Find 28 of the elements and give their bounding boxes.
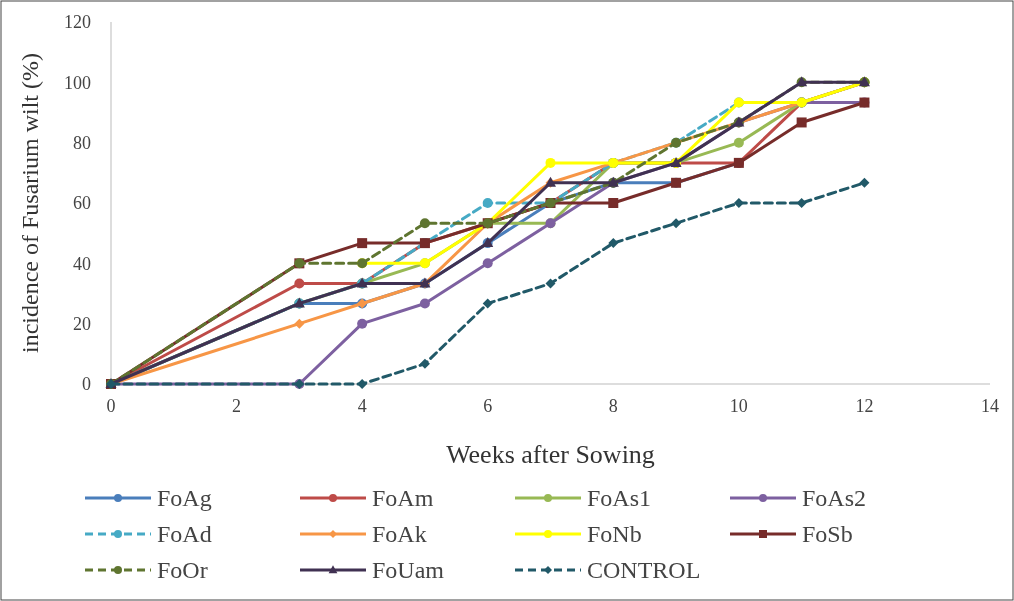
- x-tick-label: 10: [729, 396, 748, 416]
- legend-label: FoAs2: [802, 485, 867, 512]
- y-axis-title: incidence of Fusarium wilt (%): [17, 53, 43, 353]
- legend-label: FoUam: [372, 557, 445, 584]
- y-tick-label: 20: [73, 313, 91, 334]
- y-tick-label: 60: [73, 193, 91, 214]
- legend-label: FoAs1: [587, 485, 652, 512]
- x-axis-title: Weeks after Sowing: [446, 440, 655, 469]
- x-tick-label: 4: [357, 396, 367, 416]
- legend-label: FoAg: [157, 485, 212, 512]
- legend-label: FoAk: [372, 521, 427, 548]
- legend-label: FoAd: [157, 521, 212, 548]
- legend-label: FoAm: [372, 485, 434, 512]
- legend-label: FoOr: [157, 557, 208, 584]
- x-tick-label: 0: [106, 396, 116, 416]
- y-tick-label: 40: [73, 253, 91, 274]
- x-tick-label: 8: [608, 396, 618, 416]
- x-tick-label: 2: [232, 396, 242, 416]
- y-tick-label: 0: [82, 374, 91, 395]
- legend-label: CONTROL: [587, 557, 701, 584]
- x-tick-label: 14: [981, 396, 999, 416]
- y-tick-label: 120: [64, 12, 91, 33]
- y-tick-label: 100: [64, 72, 91, 93]
- x-tick-label: 6: [483, 396, 493, 416]
- legend-label: FoNb: [587, 521, 642, 548]
- x-tick-label: 12: [855, 396, 874, 416]
- legend-label: FoSb: [802, 521, 853, 548]
- y-tick-label: 80: [73, 132, 91, 153]
